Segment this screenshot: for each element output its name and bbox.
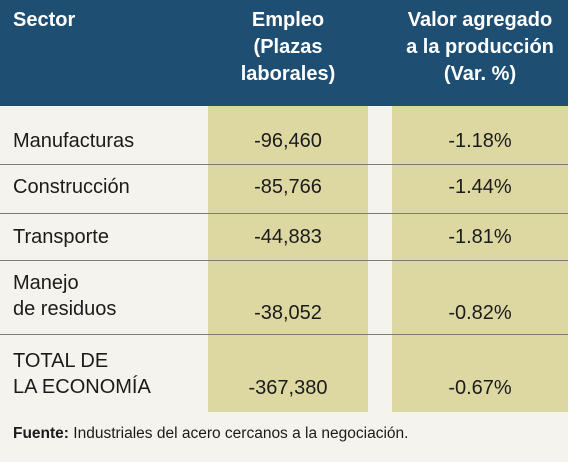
cell-sector: TOTAL DE LA ECONOMÍA <box>13 350 151 398</box>
source-label: Fuente: <box>13 425 69 442</box>
source-note: Fuente: Industriales del acero cercanos … <box>13 425 408 443</box>
header-empleo: Empleo (Plazas laborales) <box>240 9 336 85</box>
cell-sector: Transporte <box>13 226 109 248</box>
cell-valor: -0.82% <box>448 302 512 324</box>
table-row: TOTAL DE LA ECONOMÍA -367,380 -0.67% <box>0 335 568 412</box>
cell-valor: -1.44% <box>448 176 512 198</box>
cell-valor: -0.67% <box>448 377 512 399</box>
row-divider <box>0 213 568 214</box>
cell-empleo: -367,380 <box>248 377 328 399</box>
cell-empleo: -96,460 <box>254 130 322 152</box>
cell-empleo: -44,883 <box>254 226 322 248</box>
cell-sector: Manufacturas <box>13 130 135 152</box>
header-sector: Sector <box>13 9 76 31</box>
table-row: Manejo de residuos -38,052 -0.82% <box>0 261 568 334</box>
cell-valor: -1.81% <box>448 226 512 248</box>
header-valor-agregado: Valor agregado a la producción (Var. %) <box>406 9 554 85</box>
row-divider <box>0 164 568 165</box>
table-row: Transporte -44,883 -1.81% <box>0 214 568 260</box>
cell-valor: -1.18% <box>448 130 512 152</box>
table-header: Sector Empleo (Plazas laborales) Valor a… <box>0 0 568 106</box>
cell-empleo: -38,052 <box>254 302 322 324</box>
row-divider <box>0 334 568 335</box>
cell-empleo: -85,766 <box>254 176 322 198</box>
cell-sector: Manejo de residuos <box>13 272 117 320</box>
table-row: Construcción -85,766 -1.44% <box>0 165 568 213</box>
valor-column-highlight <box>392 106 568 412</box>
table-row: Manufacturas -96,460 -1.18% <box>0 106 568 164</box>
source-text: Industriales del acero cercanos a la neg… <box>68 425 409 442</box>
empleo-column-highlight <box>208 106 368 412</box>
cell-sector: Construcción <box>13 176 130 198</box>
row-divider <box>0 260 568 261</box>
